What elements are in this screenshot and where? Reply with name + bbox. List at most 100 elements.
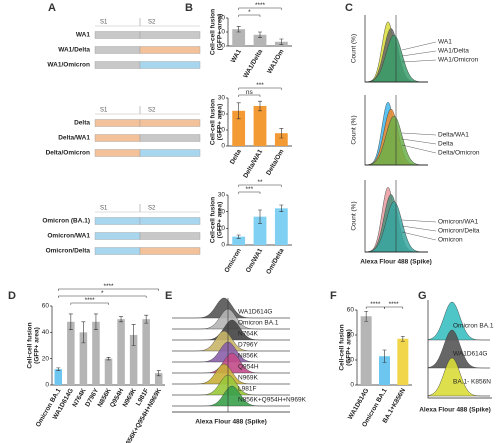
panel-label: C (345, 2, 353, 14)
panel-label: D (8, 290, 16, 302)
x-tick-label: WA1/Delta (242, 48, 264, 79)
y-tick-label: 20 (347, 357, 355, 364)
significance-label: ns (246, 89, 254, 96)
bar (253, 106, 267, 146)
axes (427, 300, 492, 399)
bar (54, 369, 63, 385)
segment-label: S2 (148, 206, 156, 212)
y-tick-label: 20 (42, 355, 50, 362)
bar (274, 208, 288, 245)
curve-label: WA1/Delta (438, 48, 469, 55)
curve-label: Omicron/Delta (438, 228, 480, 235)
y-axis-label: Count (%) (351, 34, 358, 63)
error-bar (236, 26, 241, 33)
y-tick-label: 0 (221, 43, 225, 50)
axes (364, 95, 428, 166)
construct-label: Delta/WA1 (58, 135, 90, 142)
bar (154, 373, 163, 385)
construct-label: WA1/Delta (58, 47, 90, 54)
s1-segment (94, 149, 141, 157)
error-bar (131, 324, 136, 346)
x-tick-label: Delta (229, 148, 243, 166)
y-tick-label: 20 (218, 111, 226, 118)
s2-segment (139, 61, 201, 69)
segment-label: S2 (148, 20, 156, 26)
axes (364, 180, 428, 253)
significance-label: ** (257, 179, 263, 186)
significance-label: * (101, 290, 104, 297)
construct-label: Delta (74, 120, 90, 127)
leader-line (401, 144, 437, 154)
s1-segment (94, 119, 141, 127)
bar (129, 334, 138, 385)
s1-segment (94, 247, 141, 255)
y-axis-label: Cell-cell fusion (339, 324, 346, 370)
histogram-curve (172, 385, 290, 407)
significance-label: *** (256, 82, 264, 89)
y-tick-label: 30 (218, 95, 226, 102)
segment-label: S2 (148, 108, 156, 114)
y-axis-label: Count (%) (351, 115, 358, 144)
segment-label: S1 (100, 20, 108, 26)
curve-label: Delta/Omicron (438, 150, 480, 157)
curve-label: Delta (438, 141, 454, 148)
construct-label: Omicron/Delta (46, 248, 91, 255)
x-tick-label: Omicron (223, 247, 242, 274)
curve-label: N764K (238, 331, 259, 338)
histogram-curve (427, 357, 491, 397)
error-bar (81, 321, 86, 344)
s1-segment (94, 61, 141, 69)
error-bar (56, 367, 61, 371)
curve-label: Q954H (238, 364, 259, 371)
bar (274, 133, 288, 146)
y-axis-label: Count (%) (351, 201, 358, 230)
construct-label: WA1/Omicron (47, 62, 90, 69)
curve-label: N969K (238, 375, 259, 382)
y-axis-label: Cell-cell fusion (210, 99, 217, 145)
error-bar (156, 370, 161, 377)
y-axis-label: Cell-cell fusion (27, 322, 34, 368)
curve-label: Omicron BA.1 (238, 320, 279, 327)
curve-label: Omicron BA.1 (453, 323, 494, 330)
y-tick-label: 10 (218, 225, 226, 232)
bar (117, 319, 125, 385)
bar (360, 316, 372, 385)
s2-segment (139, 217, 201, 225)
significance-bracket (238, 14, 261, 17)
s1-segment (94, 134, 141, 142)
error-bar (258, 209, 262, 224)
y-axis-label: (GFP+ area) (217, 104, 224, 141)
construct-label: Delta/Omicron (46, 150, 90, 157)
leader-line (401, 138, 437, 145)
leader-line (401, 225, 437, 232)
construct-label: WA1 (76, 32, 90, 39)
y-tick-label: 20 (218, 15, 226, 22)
bar (142, 319, 150, 385)
histogram-curve (364, 115, 429, 166)
panel-label: F (330, 290, 337, 302)
y-tick-label: 0 (350, 382, 354, 389)
s2-segment (139, 31, 201, 39)
bar (79, 332, 88, 385)
y-axis-label: (GFP+ area) (346, 329, 353, 366)
significance-bracket (58, 295, 147, 298)
segment-label: S1 (100, 108, 108, 114)
bar (253, 34, 267, 46)
bar (104, 358, 113, 385)
bar (67, 321, 75, 385)
y-axis-label: Cell-cell fusion (210, 197, 217, 243)
x-axis-label: Alexa Flour 488 (Spike) (195, 419, 267, 426)
error-bar (364, 310, 369, 322)
error-bar (68, 313, 73, 330)
s2-segment (139, 149, 201, 157)
s2-segment (139, 134, 201, 142)
bar (397, 338, 409, 385)
y-tick-label: 30 (218, 192, 226, 199)
bar (253, 216, 267, 245)
x-tick-label: WA1/Om (266, 48, 286, 75)
histogram-curve (427, 329, 491, 369)
curve-label: WA1D614G (453, 351, 487, 358)
y-tick-label: 10 (218, 29, 226, 36)
significance-bracket (238, 94, 261, 97)
